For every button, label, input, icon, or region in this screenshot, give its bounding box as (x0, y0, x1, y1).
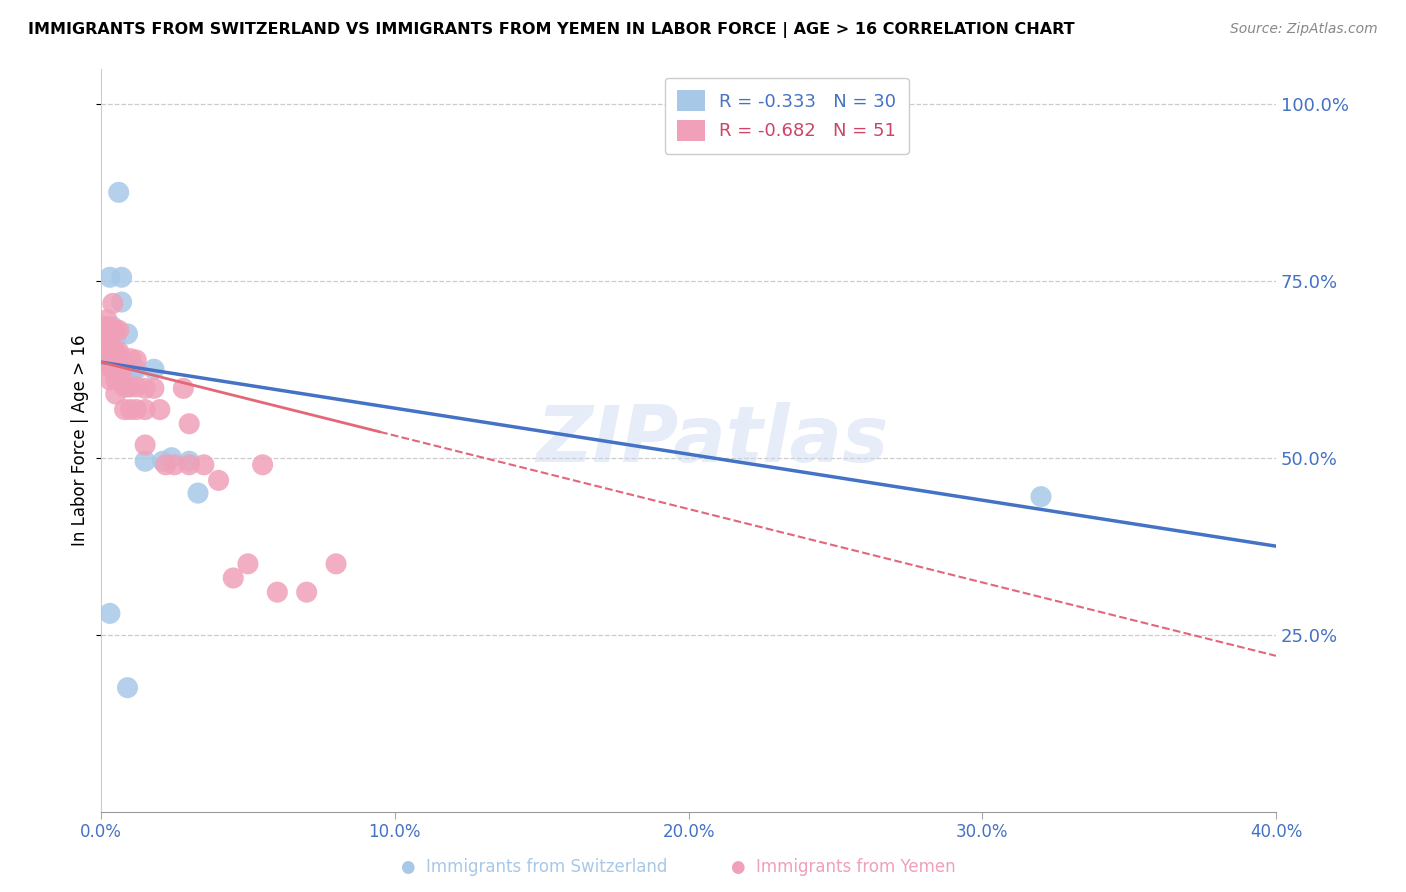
Point (93, 330, 115, 344)
Point (120, 380, 142, 394)
Point (120, 351, 142, 366)
Point (125, 353, 148, 368)
Point (111, 295, 134, 310)
Point (163, 458, 186, 472)
Point (142, 381, 165, 395)
Point (252, 458, 274, 472)
Point (104, 344, 127, 359)
Point (193, 458, 215, 472)
Point (98, 319, 121, 334)
Point (134, 402, 156, 417)
Point (207, 474, 229, 488)
Point (295, 585, 318, 599)
Point (134, 381, 156, 395)
Point (98, 270, 121, 285)
Text: ●  Immigrants from Yemen: ● Immigrants from Yemen (731, 858, 956, 876)
Point (160, 450, 183, 465)
Point (104, 373, 127, 387)
Point (114, 380, 136, 394)
Point (179, 458, 201, 472)
Point (101, 296, 124, 310)
Point (101, 323, 124, 337)
Point (142, 362, 165, 376)
Point (117, 681, 139, 695)
Point (96, 359, 118, 373)
Point (101, 359, 124, 373)
Point (266, 585, 288, 599)
Text: Source: ZipAtlas.com: Source: ZipAtlas.com (1230, 22, 1378, 37)
Point (93, 319, 115, 334)
Point (1029, 490, 1052, 504)
Point (222, 571, 245, 585)
Point (101, 344, 124, 359)
Point (149, 402, 172, 417)
Point (125, 362, 148, 376)
Legend: R = -0.333   N = 30, R = -0.682   N = 51: R = -0.333 N = 30, R = -0.682 N = 51 (665, 78, 908, 153)
Point (236, 557, 259, 571)
Point (134, 454, 156, 468)
Point (107, 353, 129, 368)
Point (101, 362, 124, 376)
Point (101, 319, 124, 334)
Point (96, 312, 118, 326)
Text: IMMIGRANTS FROM SWITZERLAND VS IMMIGRANTS FROM YEMEN IN LABOR FORCE | AGE > 16 C: IMMIGRANTS FROM SWITZERLAND VS IMMIGRANT… (28, 22, 1074, 38)
Point (98, 373, 121, 387)
Point (107, 373, 129, 387)
Point (120, 402, 142, 417)
Point (107, 344, 129, 359)
Point (107, 323, 129, 337)
Point (96, 350, 118, 364)
Point (125, 380, 148, 394)
Point (152, 454, 174, 468)
Point (101, 344, 124, 359)
Point (155, 458, 177, 472)
Point (96, 330, 118, 344)
Point (98, 330, 121, 344)
Point (117, 326, 139, 341)
Point (125, 402, 148, 417)
Point (104, 359, 127, 373)
Point (101, 353, 124, 368)
Point (179, 417, 201, 431)
Point (187, 486, 209, 500)
Point (93, 346, 115, 360)
Point (172, 381, 194, 395)
Text: ZIPatlas: ZIPatlas (536, 402, 889, 478)
Point (179, 454, 201, 468)
Point (111, 270, 134, 285)
Point (111, 351, 134, 366)
Point (117, 380, 139, 394)
Point (107, 186, 129, 200)
Point (122, 362, 145, 376)
Point (117, 362, 139, 376)
Point (98, 607, 121, 621)
Point (101, 330, 124, 344)
Point (98, 344, 121, 359)
Point (114, 402, 136, 417)
Y-axis label: In Labor Force | Age > 16: In Labor Force | Age > 16 (72, 334, 89, 546)
Point (111, 368, 134, 382)
Point (107, 368, 129, 382)
Point (325, 557, 347, 571)
Point (104, 323, 127, 337)
Point (93, 339, 115, 353)
Point (98, 332, 121, 346)
Point (104, 387, 127, 401)
Point (104, 330, 127, 344)
Point (98, 359, 121, 373)
Point (93, 319, 115, 334)
Point (134, 438, 156, 452)
Text: ●  Immigrants from Switzerland: ● Immigrants from Switzerland (401, 858, 668, 876)
